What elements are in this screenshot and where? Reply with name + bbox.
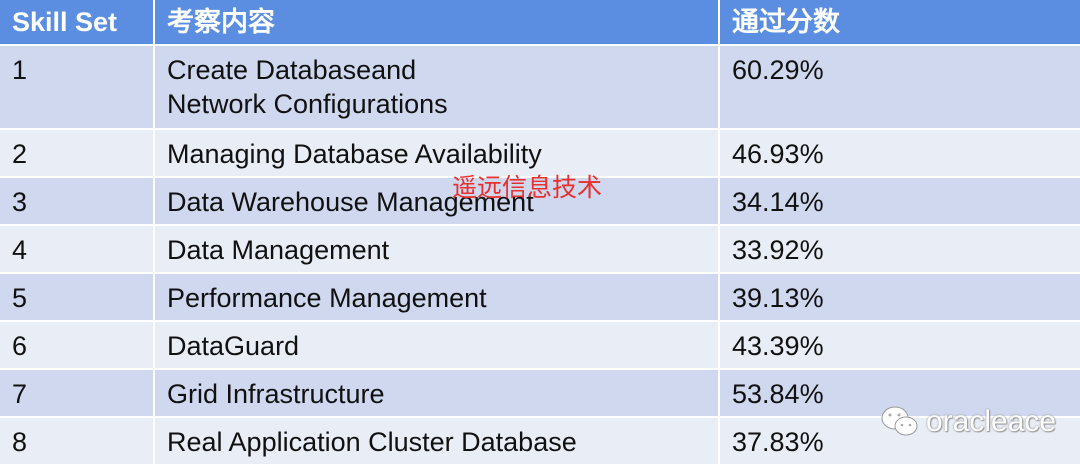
header-score: 通过分数 [720,0,1080,44]
header-row: Skill Set 考察内容 通过分数 [0,0,1080,44]
wechat-watermark: oracleace [880,405,1056,439]
cell-id: 6 [0,322,153,368]
cell-content: Real Application Cluster Database [155,418,718,464]
content-line: Create Databaseand [167,55,417,85]
cell-id: 5 [0,274,153,320]
cell-content: Grid Infrastructure [155,370,718,416]
cell-score: 33.92% [720,226,1080,272]
cell-id: 8 [0,418,153,464]
cell-id: 2 [0,130,153,176]
cell-score: 43.39% [720,322,1080,368]
header-skill-set: Skill Set [0,0,153,44]
cell-content: Data Warehouse Management [155,178,718,224]
cell-content: Create Databaseand Network Configurations [155,46,718,128]
cell-id: 7 [0,370,153,416]
table-row: 3 Data Warehouse Management 34.14% [0,178,1080,224]
cell-score: 34.14% [720,178,1080,224]
cell-content: DataGuard [155,322,718,368]
header-content: 考察内容 [155,0,718,44]
cell-id: 1 [0,46,153,128]
cell-id: 3 [0,178,153,224]
cell-content: Data Management [155,226,718,272]
table-row: 2 Managing Database Availability 46.93% [0,130,1080,176]
cell-content: Managing Database Availability [155,130,718,176]
cell-score: 60.29% [720,46,1080,128]
cell-score: 46.93% [720,130,1080,176]
cell-id: 4 [0,226,153,272]
content-line: Network Configurations [167,89,448,119]
table-row: 4 Data Management 33.92% [0,226,1080,272]
red-watermark: 遥远信息技术 [452,173,603,202]
cell-content: Performance Management [155,274,718,320]
wechat-icon [881,406,918,436]
table-row: 1 Create Databaseand Network Configuratio… [0,46,1080,128]
cell-score: 39.13% [720,274,1080,320]
wechat-account-name: oracleace [926,405,1057,438]
table-row: 8 Real Application Cluster Database 37.8… [0,418,1080,464]
table-row: 6 DataGuard 43.39% [0,322,1080,368]
table-row: 5 Performance Management 39.13% [0,274,1080,320]
